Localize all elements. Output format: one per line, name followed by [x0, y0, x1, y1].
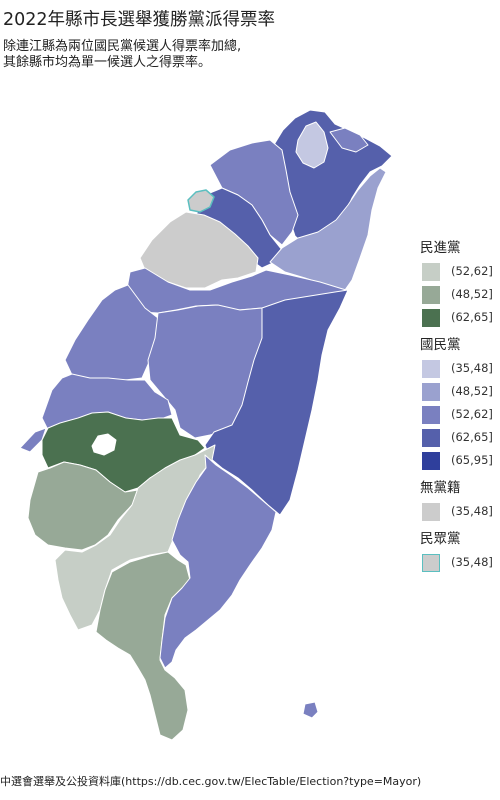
- legend-swatch: [422, 452, 440, 470]
- subtitle-line-1: 除連江縣為兩位國民黨候選人得票率加總,: [3, 39, 242, 54]
- subtitle-line-2: 其餘縣市均為單一候選人之得票率。: [3, 55, 212, 70]
- legend-swatch: [422, 263, 440, 281]
- region-kaohsiung: [54, 444, 216, 631]
- region-miaoli: [139, 211, 259, 289]
- legend-label: (62,65]: [451, 310, 493, 324]
- legend-swatch: [422, 360, 440, 378]
- legend-item: (35,48]: [420, 501, 498, 523]
- legend-title-kmt: 國民黨: [420, 337, 461, 353]
- region-taipei: [295, 121, 329, 169]
- legend-item: (52,62]: [420, 261, 498, 283]
- region-chiayi-city: [91, 433, 117, 456]
- region-green-island: [302, 701, 319, 719]
- legend-group-dpp: 民進黨 (52,62] (48,52] (62,65]: [420, 238, 498, 329]
- legend-label: (52,62]: [451, 264, 493, 278]
- legend-swatch: [422, 309, 440, 327]
- source-note: 中選會選舉及公投資料庫(https://db.cec.gov.tw/ElecTa…: [0, 775, 422, 788]
- region-yunlin-islet: [19, 427, 47, 453]
- legend-group-kmt: 國民黨 (35,48] (48,52] (52,62] (62,65] (65,…: [420, 335, 498, 472]
- legend-item: (52,62]: [420, 404, 498, 426]
- legend-label: (35,48]: [451, 361, 493, 375]
- legend-item: (48,52]: [420, 381, 498, 403]
- region-hualien: [204, 289, 349, 516]
- legend-label: (48,52]: [451, 287, 493, 301]
- region-tainan: [27, 461, 139, 551]
- legend-swatch: [422, 383, 440, 401]
- legend-label: (35,48]: [451, 555, 493, 569]
- region-pingtung: [95, 551, 191, 741]
- legend-label: (52,62]: [451, 407, 493, 421]
- map-title: 2022年縣市長選舉獲勝黨派得票率: [3, 10, 276, 30]
- map-subtitle: 除連江縣為兩位國民黨候選人得票率加總, 其餘縣市均為單一候選人之得票率。: [3, 39, 241, 71]
- legend-item: (35,48]: [420, 358, 498, 380]
- legend-label: (65,95]: [451, 453, 493, 467]
- legend-swatch: [422, 554, 440, 572]
- legend-swatch: [422, 503, 440, 521]
- legend-item: (65,95]: [420, 450, 498, 472]
- legend-group-tpp: 民眾黨 (35,48]: [420, 529, 498, 574]
- legend-swatch: [422, 429, 440, 447]
- region-taitung: [159, 454, 277, 669]
- legend-item: (62,65]: [420, 427, 498, 449]
- legend-title-dpp: 民進黨: [420, 240, 461, 256]
- legend-title-independent: 無黨籍: [420, 480, 461, 496]
- region-changhua: [64, 284, 159, 381]
- legend-item: (48,52]: [420, 284, 498, 306]
- legend-group-independent: 無黨籍 (35,48]: [420, 478, 498, 523]
- legend-swatch: [422, 406, 440, 424]
- legend-item: (35,48]: [420, 552, 498, 574]
- legend: 民進黨 (52,62] (48,52] (62,65] 國民黨 (35,48] …: [420, 238, 498, 580]
- legend-label: (48,52]: [451, 384, 493, 398]
- legend-label: (35,48]: [451, 504, 493, 518]
- legend-item: (62,65]: [420, 307, 498, 329]
- legend-label: (62,65]: [451, 430, 493, 444]
- legend-swatch: [422, 286, 440, 304]
- region-keelung: [329, 127, 369, 153]
- region-hsinchu-city: [187, 189, 215, 213]
- legend-title-tpp: 民眾黨: [420, 531, 461, 547]
